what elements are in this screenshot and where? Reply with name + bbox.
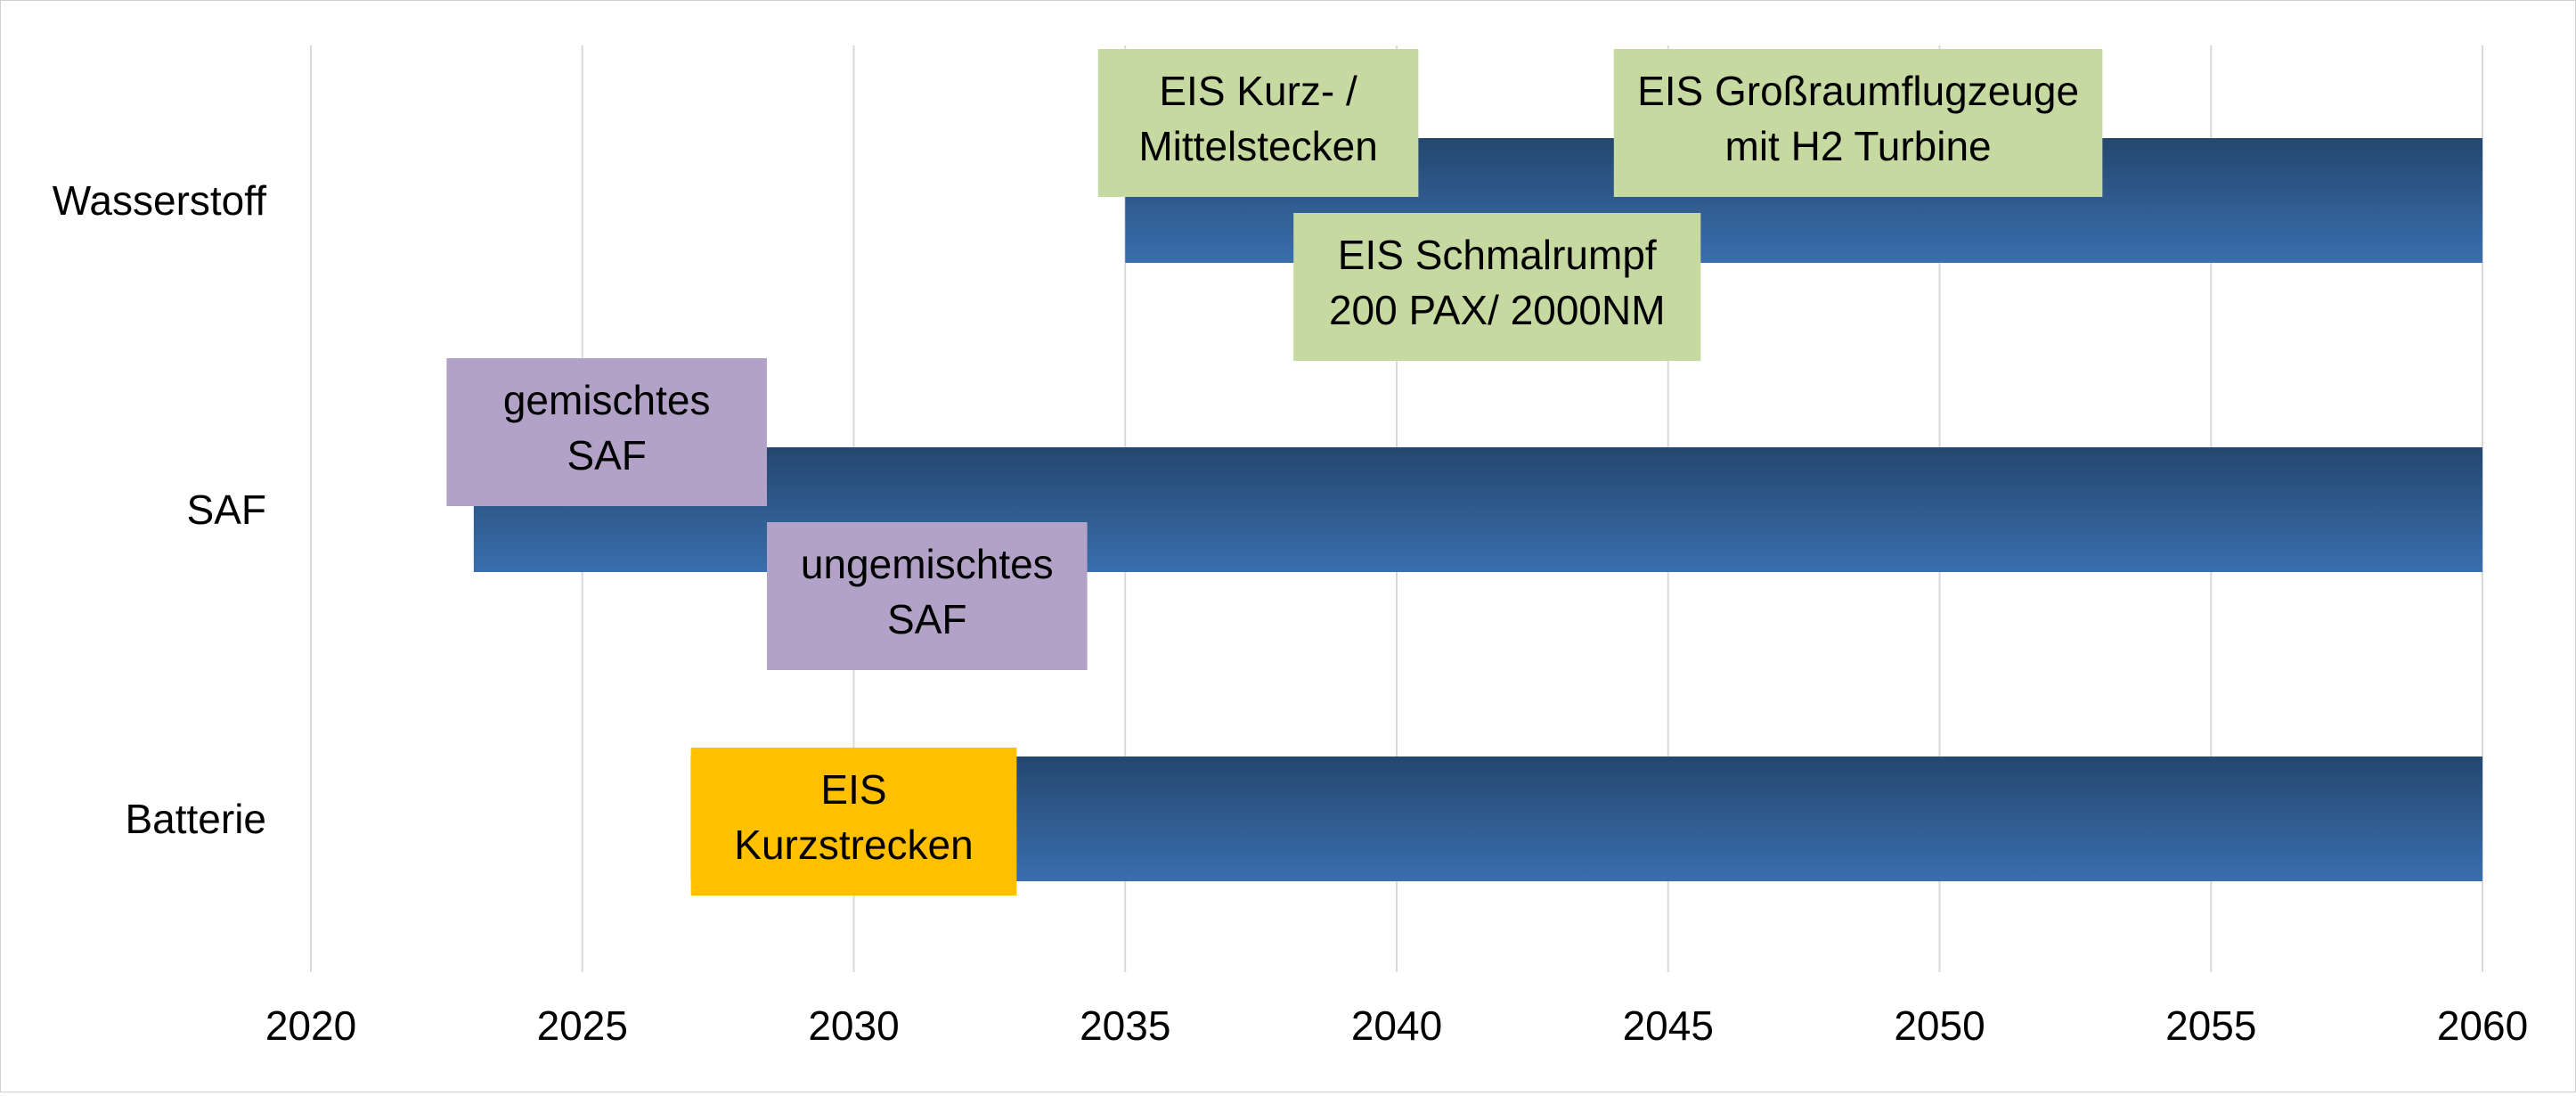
annotation-label: 200 PAX/ 2000NM bbox=[1329, 287, 1666, 333]
x-tick-label: 2060 bbox=[2437, 1002, 2528, 1049]
annotation-box: EIS Großraumflugzeuge mit H2 Turbine bbox=[1613, 49, 2103, 197]
annotation-label: Kurzstrecken bbox=[734, 822, 973, 868]
annotation-background bbox=[1613, 49, 2103, 197]
annotation-label: ungemischtes bbox=[801, 541, 1054, 587]
annotations: EIS Kurz- / Mittelstecken EIS Großraumflug… bbox=[446, 49, 2103, 896]
x-tick-label: 2040 bbox=[1351, 1002, 1442, 1049]
annotation-background bbox=[766, 522, 1088, 670]
annotation-label: mit H2 Turbine bbox=[1725, 123, 1992, 169]
category-label: Batterie bbox=[125, 796, 266, 842]
x-tick-label: 2045 bbox=[1623, 1002, 1714, 1049]
x-tick-label: 2055 bbox=[2165, 1002, 2256, 1049]
annotation-box: ungemischtes SAF bbox=[766, 522, 1088, 670]
x-tick-label: 2025 bbox=[537, 1002, 628, 1049]
annotation-background bbox=[446, 358, 767, 506]
annotation-label: Mittelstecken bbox=[1138, 123, 1377, 169]
annotation-label: gemischtes bbox=[503, 377, 711, 423]
category-labels: Wasserstoff SAF Batterie bbox=[53, 177, 267, 842]
annotation-box: EIS Kurzstrecken bbox=[690, 748, 1017, 896]
annotation-label: SAF bbox=[567, 432, 646, 478]
annotation-box: gemischtes SAF bbox=[446, 358, 767, 506]
annotation-background bbox=[1293, 213, 1701, 361]
annotation-label: EIS Großraumflugzeuge bbox=[1637, 68, 2079, 114]
x-tick-label: 2035 bbox=[1080, 1002, 1170, 1049]
x-tick-label: 2030 bbox=[808, 1002, 899, 1049]
category-label: SAF bbox=[187, 487, 266, 533]
x-axis-ticks: 2020 2025 2030 2035 2040 2045 2050 2055 2060 bbox=[265, 1002, 2528, 1049]
annotation-label: SAF bbox=[887, 596, 966, 642]
annotation-background bbox=[1097, 49, 1419, 197]
annotation-box: EIS Schmalrumpf 200 PAX/ 2000NM bbox=[1293, 213, 1701, 361]
annotation-label: EIS bbox=[820, 766, 886, 813]
x-tick-label: 2050 bbox=[1894, 1002, 1985, 1049]
annotation-label: EIS Schmalrumpf bbox=[1338, 232, 1657, 278]
annotation-label: EIS Kurz- / bbox=[1159, 68, 1357, 114]
x-tick-label: 2020 bbox=[265, 1002, 356, 1049]
category-label: Wasserstoff bbox=[53, 177, 267, 224]
annotation-box: EIS Kurz- / Mittelstecken bbox=[1097, 49, 1419, 197]
annotation-background bbox=[690, 748, 1017, 896]
